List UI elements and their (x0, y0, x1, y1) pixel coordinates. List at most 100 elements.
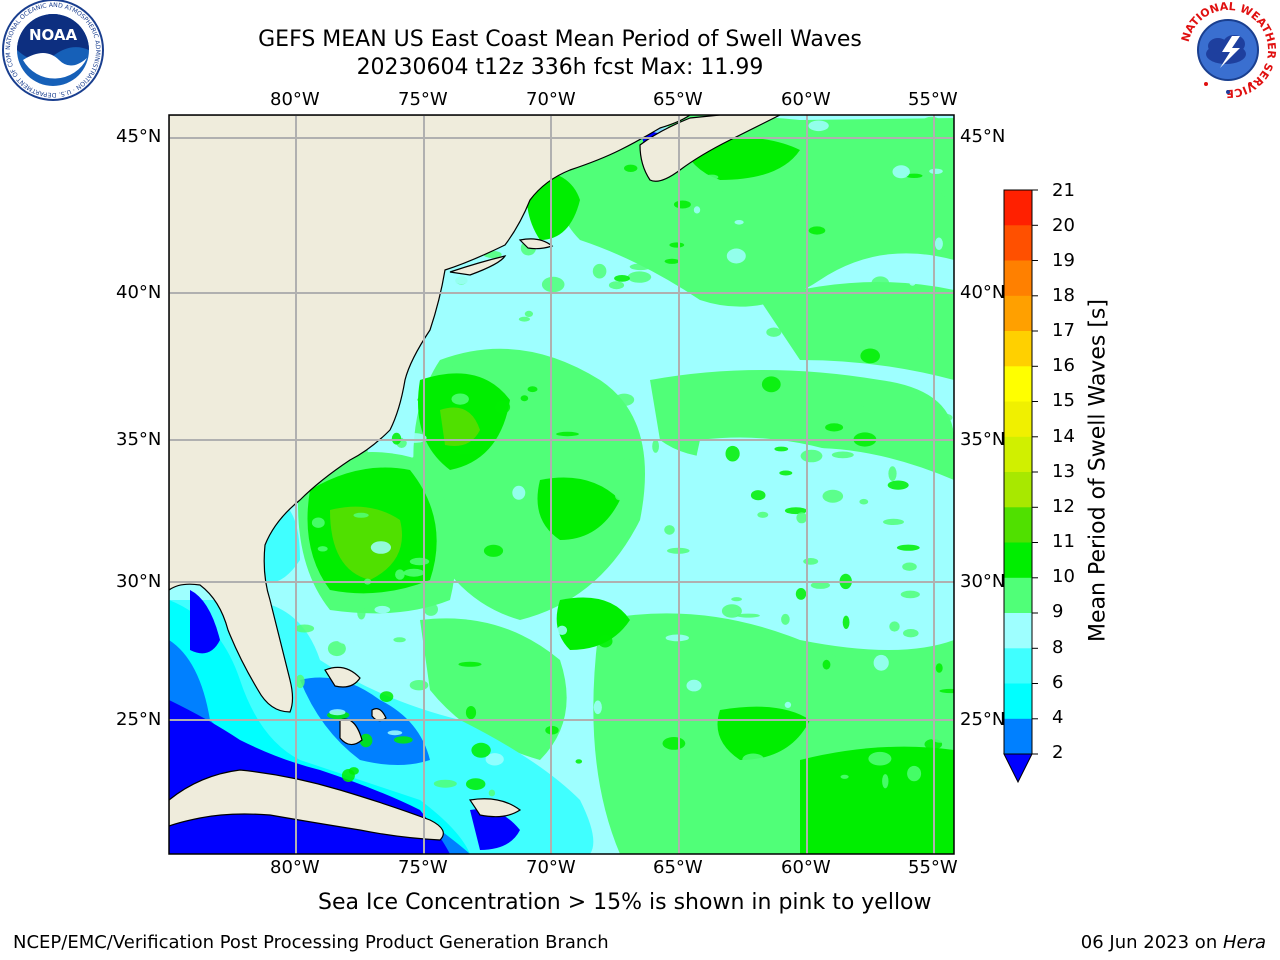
field-speckle (842, 615, 850, 629)
field-speckle (785, 127, 802, 136)
field-speckle (847, 210, 855, 218)
field-speckle (519, 266, 531, 279)
field-speckle (796, 512, 807, 524)
field-speckle (452, 272, 471, 285)
field-speckle (868, 751, 892, 766)
field-speckle (810, 581, 831, 589)
field-speckle (781, 613, 790, 625)
field-speckle (745, 560, 767, 567)
field-speckle (784, 701, 792, 709)
chart-title: GEFS MEAN US East Coast Mean Period of S… (258, 27, 862, 52)
field-speckle (808, 226, 826, 235)
cb-tick-2: 2 (1052, 742, 1064, 763)
graticule (169, 115, 954, 854)
colorbar-segment-5 (1004, 366, 1032, 403)
field-speckle (803, 558, 819, 565)
field-contour-14 (556, 597, 630, 650)
field-speckle (357, 605, 366, 620)
field-speckle (734, 220, 744, 225)
field-speckle (882, 774, 889, 789)
field-speckle (669, 242, 685, 248)
field-speckle (393, 637, 406, 643)
field-speckle (779, 470, 793, 476)
lat-label-left-30n: 30°N (116, 571, 162, 592)
field-speckle (629, 263, 652, 271)
field-speckle (379, 691, 394, 702)
field-speckle (393, 736, 413, 744)
field-speckle (664, 258, 680, 264)
field-speckle (907, 765, 922, 782)
colorbar-segment-15 (1004, 718, 1032, 755)
field-speckle (524, 310, 534, 317)
field-speckle (902, 562, 917, 571)
lon-label-bottom-60w: 60°W (781, 857, 831, 878)
lat-label-left-35n: 35°N (116, 429, 162, 450)
field-speckle (451, 364, 469, 371)
field-speckle (423, 602, 438, 616)
field-speckle (608, 281, 625, 290)
field-speckle (493, 528, 511, 538)
field-speckle (662, 737, 686, 750)
field-speckle (862, 405, 870, 412)
field-speckle (808, 120, 829, 132)
lon-label-top-80w: 80°W (270, 89, 320, 110)
cb-tick-8: 8 (1052, 637, 1064, 658)
lon-label-top-60w: 60°W (781, 89, 831, 110)
field-speckle (934, 237, 943, 250)
field-speckle (702, 282, 712, 293)
field-contour-25 (300, 677, 430, 765)
field-speckle (403, 568, 425, 577)
field-speckle (327, 641, 346, 657)
field-speckle (917, 331, 933, 341)
lon-label-bottom-70w: 70°W (526, 857, 576, 878)
land-mask (169, 115, 781, 841)
field-speckle (693, 206, 701, 214)
field-speckle (900, 590, 920, 599)
field-speckle (592, 263, 607, 279)
field-speckle (557, 625, 568, 635)
cb-tick-12: 12 (1052, 496, 1075, 517)
cb-tick-14: 14 (1052, 426, 1075, 447)
lon-label-bottom-80w: 80°W (270, 857, 320, 878)
field-speckle (541, 276, 565, 293)
lon-label-bottom-65w: 65°W (653, 857, 703, 878)
field-speckle (485, 753, 504, 766)
field-contour-16 (440, 407, 480, 446)
field-speckle (518, 316, 531, 322)
land-shape-5 (371, 708, 387, 722)
field-speckle (353, 639, 375, 649)
field-speckle (813, 202, 820, 214)
land-shape-0 (169, 115, 692, 713)
field-speckle (935, 663, 943, 673)
field-speckle (614, 393, 635, 406)
field-speckle (822, 489, 844, 503)
field-speckle (488, 789, 496, 797)
field-speckle (795, 588, 807, 600)
cb-tick-19: 19 (1052, 250, 1075, 271)
field-speckle (317, 546, 328, 552)
field-speckle (840, 774, 849, 779)
field-speckle (830, 184, 838, 196)
colorbar-label: Mean Period of Swell Waves [s] (1085, 299, 1111, 642)
field-speckle (725, 445, 740, 462)
field-speckle (597, 634, 613, 648)
field-speckle (941, 188, 954, 198)
field-speckle (329, 709, 346, 716)
field-speckle (792, 621, 815, 634)
host-name: Hera (1222, 932, 1266, 953)
colorbar-segment-1 (1004, 225, 1032, 262)
field-speckle (842, 417, 854, 425)
noaa-text: NOAA (29, 26, 78, 44)
lon-label-top-55w: 55°W (908, 89, 958, 110)
field-speckle (311, 517, 325, 528)
cb-tick-18: 18 (1052, 285, 1075, 306)
colorbar-segment-10 (1004, 542, 1032, 579)
cb-tick-20: 20 (1052, 215, 1075, 236)
field-speckle (359, 733, 373, 748)
field-speckle (903, 629, 919, 638)
cb-tick-10: 10 (1052, 566, 1075, 587)
field-speckle (825, 423, 844, 432)
credit-text: NCEP/EMC/Verification Post Processing Pr… (13, 932, 609, 953)
colorbar-segment-14 (1004, 683, 1032, 720)
